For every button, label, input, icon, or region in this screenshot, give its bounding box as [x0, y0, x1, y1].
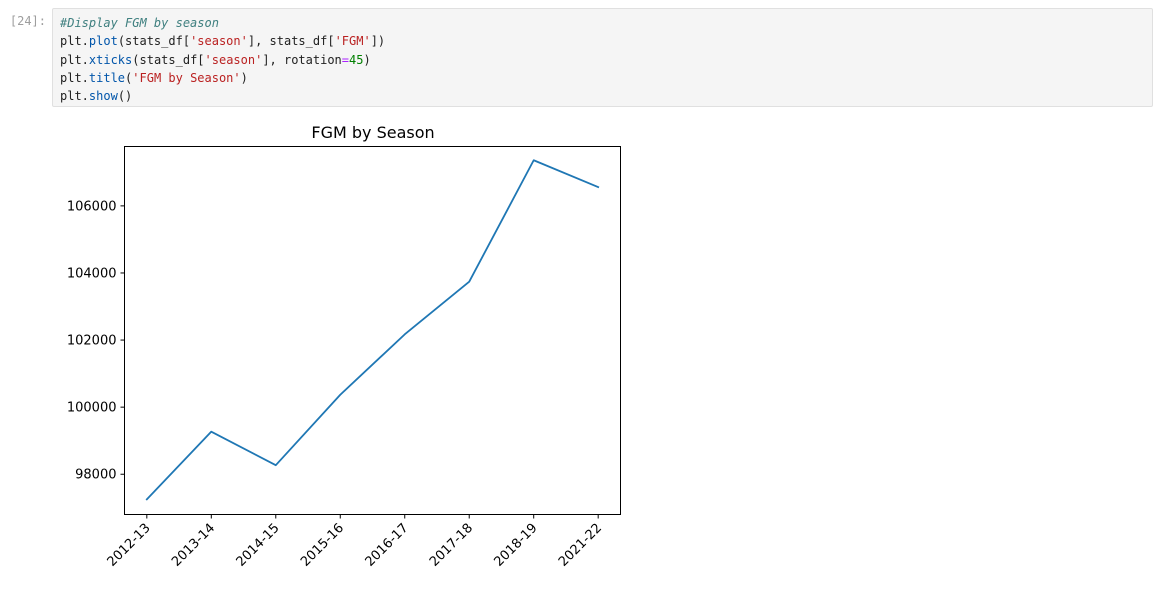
x-axis: 2012-13 2013-14 2014-15 2015-16 2016-17 2017-… — [105, 515, 605, 570]
code-token: ) — [241, 71, 248, 85]
chart-title: FGM by Season — [311, 123, 434, 142]
x-tick-label: 2017-18 — [427, 521, 476, 570]
x-tick-label: 2015-16 — [298, 521, 347, 570]
y-tick-label: 102000 — [67, 334, 117, 349]
code-string: 'season' — [190, 34, 248, 48]
y-tick-label: 100000 — [67, 401, 117, 416]
code-number: 45 — [349, 53, 363, 67]
cell-prompt: [24]: — [0, 14, 46, 28]
x-tick-label: 2012-13 — [105, 521, 154, 570]
x-tick-label: 2018-19 — [492, 521, 541, 570]
code-string: 'FGM by Season' — [132, 71, 240, 85]
code-string: 'FGM' — [335, 34, 371, 48]
code-token: (stats_df[ — [118, 34, 190, 48]
code-token: plt. — [60, 71, 89, 85]
cell-output: FGM by Season 98000 100000 102000 104000 106… — [52, 112, 652, 590]
code-token: ], rotation — [262, 53, 341, 67]
code-token: ) — [363, 53, 370, 67]
code-token: plt. — [60, 89, 89, 103]
code-token: ]) — [371, 34, 385, 48]
code-operator: = — [342, 53, 349, 67]
y-tick-label: 104000 — [67, 266, 117, 281]
code-string: 'season' — [205, 53, 263, 67]
code-token: plt. — [60, 34, 89, 48]
code-block: #Display FGM by season plt.plot(stats_df… — [60, 14, 385, 105]
series-layer — [147, 160, 598, 499]
code-cell-input[interactable]: #Display FGM by season plt.plot(stats_df… — [52, 8, 1153, 107]
y-tick-label: 98000 — [75, 468, 116, 483]
code-token: (stats_df[ — [132, 53, 204, 67]
x-tick-label: 2016-17 — [363, 521, 412, 570]
x-tick-label: 2014-15 — [234, 521, 283, 570]
code-token: show — [89, 89, 118, 103]
series-line — [147, 160, 598, 499]
code-token: ], stats_df[ — [248, 34, 335, 48]
y-tick-label: 106000 — [67, 199, 117, 214]
code-token: () — [118, 89, 132, 103]
plot-frame — [125, 147, 621, 515]
code-token: xticks — [89, 53, 132, 67]
x-tick-label: 2013-14 — [169, 521, 218, 570]
code-token: title — [89, 71, 125, 85]
code-token: plot — [89, 34, 118, 48]
code-comment: #Display FGM by season — [60, 16, 219, 30]
code-token: plt. — [60, 53, 89, 67]
line-chart: FGM by Season 98000 100000 102000 104000 106… — [52, 112, 652, 590]
x-tick-label: 2021-22 — [556, 521, 605, 570]
y-axis: 98000 100000 102000 104000 106000 — [67, 199, 125, 482]
